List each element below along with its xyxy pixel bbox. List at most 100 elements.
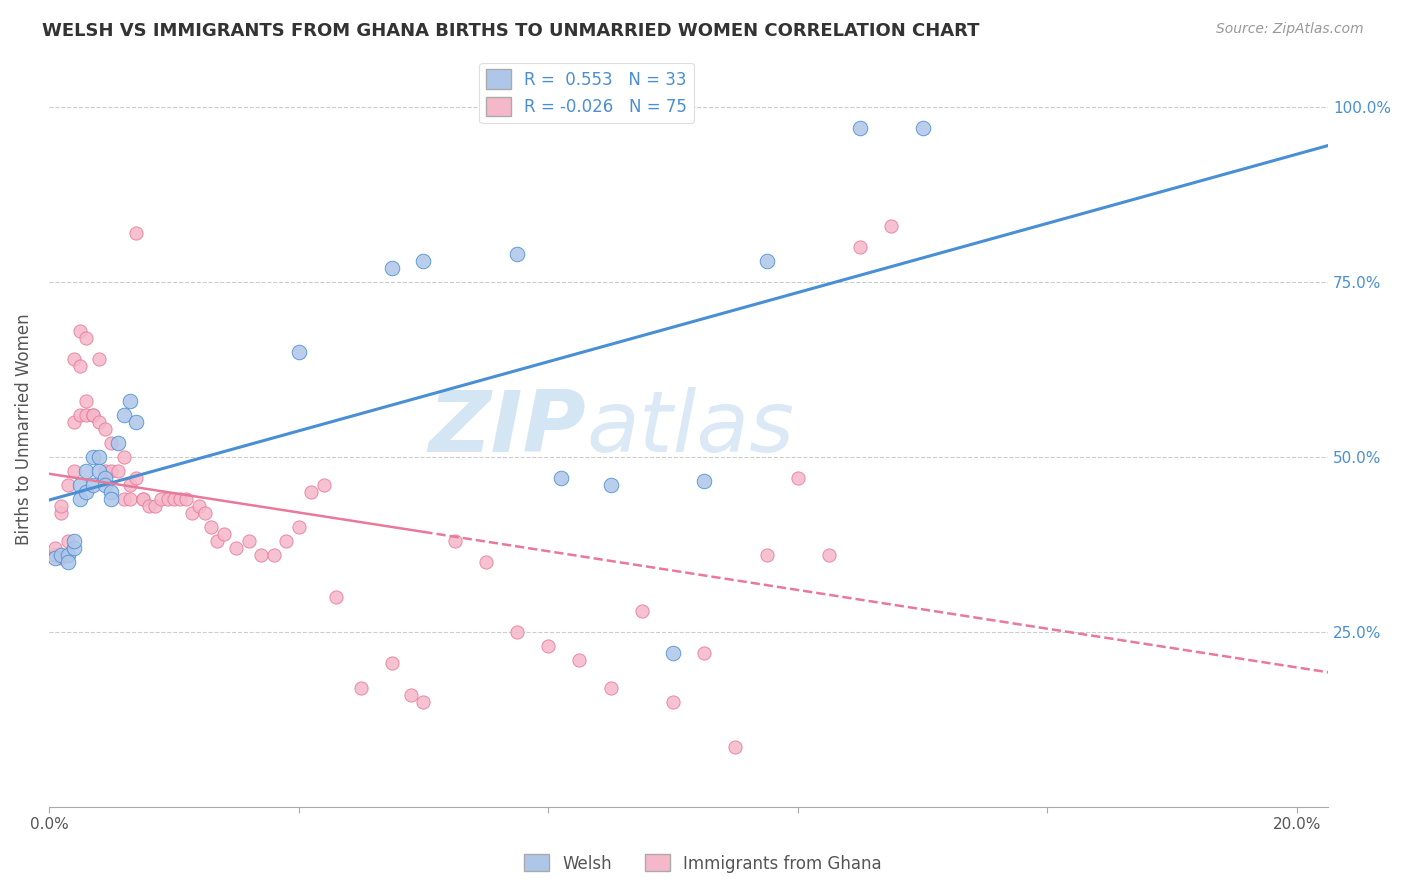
Point [693, 475, 716, 489]
Point [312, 478, 335, 492]
Point [56, 555, 79, 569]
Point [75, 331, 97, 345]
Point [56, 478, 79, 492]
Point [100, 484, 122, 499]
Point [263, 548, 285, 562]
Point [143, 499, 166, 513]
Point [238, 533, 260, 548]
Point [212, 527, 235, 541]
Point [94, 478, 117, 492]
Point [44, 551, 66, 566]
Point [120, 393, 142, 408]
Point [94, 471, 117, 485]
Point [56, 533, 79, 548]
Point [82, 408, 104, 422]
Point [786, 471, 808, 485]
Point [44, 548, 66, 562]
Point [662, 646, 685, 660]
Point [911, 120, 934, 135]
Point [56, 548, 79, 562]
Point [63, 464, 86, 478]
Point [100, 491, 122, 506]
Point [69, 408, 91, 422]
Point [112, 450, 135, 464]
Point [174, 491, 197, 506]
Point [63, 415, 86, 429]
Point [63, 351, 86, 366]
Point [194, 506, 217, 520]
Point [150, 491, 173, 506]
Point [87, 450, 110, 464]
Point [599, 478, 621, 492]
Point [63, 533, 86, 548]
Point [849, 120, 872, 135]
Point [94, 464, 117, 478]
Legend: R =  0.553   N = 33, R = -0.026   N = 75: R = 0.553 N = 33, R = -0.026 N = 75 [479, 62, 695, 123]
Point [474, 555, 496, 569]
Text: WELSH VS IMMIGRANTS FROM GHANA BIRTHS TO UNMARRIED WOMEN CORRELATION CHART: WELSH VS IMMIGRANTS FROM GHANA BIRTHS TO… [42, 22, 980, 40]
Point [187, 499, 209, 513]
Point [181, 506, 204, 520]
Point [818, 548, 841, 562]
Point [100, 435, 122, 450]
Point [880, 219, 903, 233]
Point [131, 491, 153, 506]
Point [107, 464, 129, 478]
Point [44, 541, 66, 555]
Point [120, 491, 142, 506]
Point [755, 253, 778, 268]
Point [755, 548, 778, 562]
Point [325, 590, 347, 604]
Point [381, 657, 404, 671]
Point [75, 393, 97, 408]
Point [225, 541, 247, 555]
Point [87, 415, 110, 429]
Point [82, 408, 104, 422]
Point [51, 499, 73, 513]
Point [724, 740, 747, 755]
Point [207, 533, 229, 548]
Point [112, 408, 135, 422]
Point [56, 548, 79, 562]
Point [412, 253, 434, 268]
Point [599, 681, 621, 695]
Point [506, 246, 529, 260]
Point [75, 408, 97, 422]
Point [63, 541, 86, 555]
Point [506, 624, 529, 639]
Point [75, 464, 97, 478]
Point [100, 464, 122, 478]
Point [69, 491, 91, 506]
Point [550, 471, 572, 485]
Text: ZIP: ZIP [429, 387, 586, 470]
Point [69, 478, 91, 492]
Point [381, 260, 404, 275]
Point [274, 533, 297, 548]
Point [849, 240, 872, 254]
Point [125, 471, 148, 485]
Point [138, 499, 160, 513]
Point [112, 491, 135, 506]
Point [250, 548, 273, 562]
Point [200, 520, 222, 534]
Point [69, 359, 91, 373]
Point [156, 491, 179, 506]
Point [125, 415, 148, 429]
Point [287, 344, 309, 359]
Point [399, 688, 422, 702]
Point [131, 491, 153, 506]
Point [443, 533, 465, 548]
Point [287, 520, 309, 534]
Point [630, 604, 652, 618]
Point [568, 653, 591, 667]
Point [51, 548, 73, 562]
Point [94, 422, 117, 436]
Y-axis label: Births to Unmarried Women: Births to Unmarried Women [15, 313, 32, 545]
Text: Source: ZipAtlas.com: Source: ZipAtlas.com [1216, 22, 1364, 37]
Point [169, 491, 191, 506]
Point [82, 478, 104, 492]
Point [693, 646, 716, 660]
Point [51, 506, 73, 520]
Point [82, 450, 104, 464]
Point [87, 351, 110, 366]
